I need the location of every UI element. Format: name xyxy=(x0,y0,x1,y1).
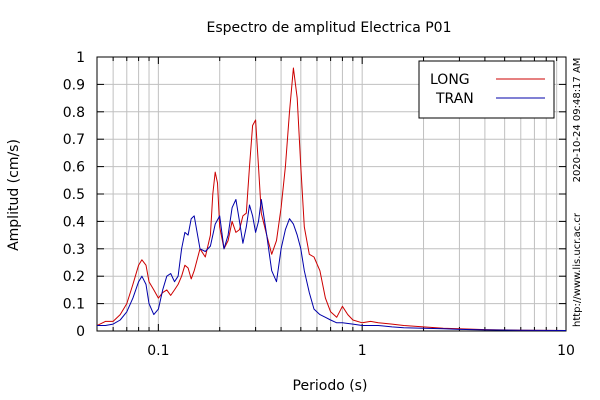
timestamp-annotation: 2020-10-24 09:48:17 AM xyxy=(572,58,583,183)
legend: LONG TRAN xyxy=(418,60,555,119)
y-tick-label: 0 xyxy=(76,324,85,340)
y-tick-label: 0.6 xyxy=(63,160,85,176)
x-tick-label: 1 xyxy=(358,343,367,359)
url-annotation: http://www.lis.ucr.ac.cr xyxy=(572,212,583,327)
y-tick-label: 0.5 xyxy=(63,187,85,203)
y-tick-label: 0.7 xyxy=(63,132,85,148)
y-tick-label: 0.8 xyxy=(63,105,85,121)
y-tick-label: 0.3 xyxy=(63,242,85,258)
x-tick-label: 0.1 xyxy=(147,343,169,359)
x-tick-label: 10 xyxy=(557,343,575,359)
series-line-tran xyxy=(97,199,566,331)
y-tick-label: 0.9 xyxy=(63,77,85,93)
axis-ticks: 0 0.1 0.2 0.3 0.4 0.5 0.6 0.7 0.8 0.9 1 0.1 1 10 xyxy=(63,50,575,359)
chart-title: Espectro de amplitud Electrica P01 xyxy=(207,20,452,36)
x-axis-label: Periodo (s) xyxy=(293,378,368,394)
y-tick-label: 0.1 xyxy=(63,297,85,313)
y-tick-label: 0.4 xyxy=(63,214,85,230)
legend-label-tran: TRAN xyxy=(435,91,474,107)
y-tick-label: 1 xyxy=(76,50,85,66)
y-tick-label: 0.2 xyxy=(63,269,85,285)
series-lines xyxy=(97,67,566,331)
legend-box xyxy=(418,60,555,119)
legend-label-long: LONG xyxy=(430,72,470,88)
y-axis-label: Amplitud (cm/s) xyxy=(6,139,22,251)
